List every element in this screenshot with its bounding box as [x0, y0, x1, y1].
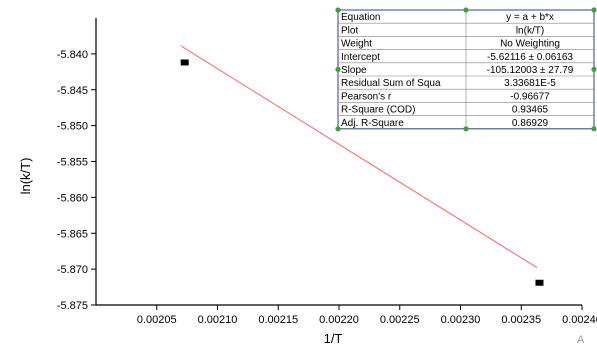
selection-handle — [335, 66, 341, 72]
y-tick-label: -5.850 — [57, 121, 88, 133]
selection-handle — [591, 66, 597, 72]
x-tick-label: 0.00235 — [501, 314, 541, 326]
y-tick-label: -5.855 — [57, 157, 88, 169]
selection-handle — [335, 126, 341, 132]
x-tick-label: 0.00240 — [562, 314, 597, 326]
ticks: 0.00205 0.00210 0.00215 0.00220 0.00225 0.002… — [57, 49, 597, 326]
selection-handle — [591, 7, 597, 13]
selection-handle — [591, 126, 597, 132]
table-row-label: Adj. R-Square — [341, 118, 404, 129]
x-tick-label: 0.00225 — [380, 314, 420, 326]
table-row-value: -5.62116 ± 0.06163 — [487, 52, 573, 63]
table-row-label: Slope — [341, 65, 367, 76]
x-tick-label: 0.00205 — [137, 314, 177, 326]
table-row-label: R-Square (COD) — [341, 105, 415, 116]
table-row-value: -0.96677 — [510, 91, 550, 102]
table-row-label: Equation — [341, 12, 380, 23]
table-row-value: 0.93465 — [512, 105, 549, 116]
data-point — [535, 279, 544, 286]
table-row-label: Intercept — [341, 52, 380, 63]
x-axis-label: 1/T — [324, 331, 343, 346]
table-row-label: Residual Sum of Squa — [341, 78, 441, 89]
x-tick-label: 0.00215 — [258, 314, 298, 326]
table-row-value: ln(k/T) — [516, 25, 544, 36]
y-axis-label: ln(k/T) — [18, 158, 33, 195]
x-tick-label: 0.00230 — [441, 314, 481, 326]
y-tick-label: -5.840 — [57, 49, 88, 61]
y-tick-label: -5.865 — [57, 228, 88, 240]
table-row-value: 3.33681E-5 — [504, 78, 556, 89]
corner-mark: A — [577, 334, 585, 346]
fit-stats-table: Equation y = a + b*x Plot ln(k/T) Weight No W… — [335, 7, 597, 132]
fit-line — [180, 45, 538, 269]
selection-handle — [335, 7, 341, 13]
table-row-label: Plot — [341, 25, 358, 36]
y-tick-label: -5.875 — [57, 300, 88, 312]
fit-line-group — [180, 45, 538, 269]
y-tick-label: -5.860 — [57, 192, 88, 204]
table-row-value: y = a + b*x — [506, 12, 554, 23]
selection-handle — [463, 126, 469, 132]
table-row-value: No Weighting — [500, 39, 560, 50]
y-tick-label: -5.870 — [57, 264, 88, 276]
x-tick-label: 0.00220 — [319, 314, 359, 326]
table-row-label: Pearson's r — [341, 91, 392, 102]
selection-handle — [463, 7, 469, 13]
y-tick-label: -5.845 — [57, 85, 88, 97]
table-row-value: 0.86929 — [512, 118, 549, 129]
table-row-label: Weight — [341, 39, 372, 50]
x-tick-label: 0.00210 — [198, 314, 238, 326]
data-point — [180, 59, 189, 66]
table-row-value: -105.12003 ± 27.79 — [487, 65, 574, 76]
